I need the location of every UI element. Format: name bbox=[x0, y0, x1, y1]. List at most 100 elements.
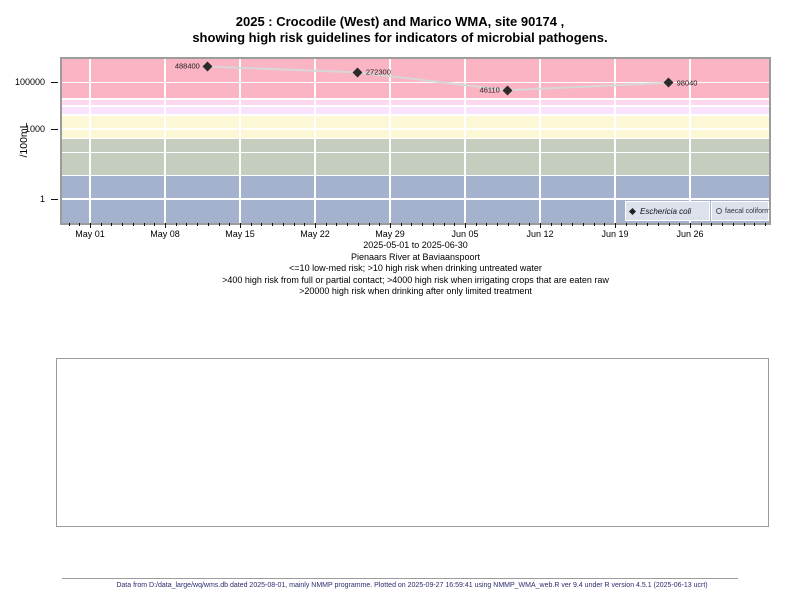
y-tick-mark bbox=[51, 82, 58, 83]
risk-band bbox=[62, 115, 769, 139]
risk-band bbox=[62, 138, 769, 176]
y-gridline bbox=[62, 198, 769, 200]
x-tick-minor bbox=[122, 223, 124, 226]
y-gridline bbox=[62, 128, 769, 130]
footer-divider bbox=[62, 578, 738, 579]
x-tick-minor bbox=[679, 223, 681, 226]
x-tick-minor bbox=[518, 223, 520, 226]
footer-note: Data from D:/data_large/wq/wms.db dated … bbox=[116, 582, 708, 589]
legend-item-ecoli: Eschericia coli bbox=[625, 201, 710, 221]
y-gridline bbox=[62, 114, 769, 116]
x-tick-minor bbox=[443, 223, 445, 226]
guideline-text-2: >400 high risk from full or partial cont… bbox=[222, 274, 609, 285]
x-tick-minor bbox=[561, 223, 563, 226]
x-tick-minor bbox=[625, 223, 627, 226]
x-tick-minor bbox=[572, 223, 574, 226]
x-gridline bbox=[539, 59, 541, 223]
x-tick-minor bbox=[550, 223, 552, 226]
y-gridline bbox=[62, 105, 769, 107]
x-tick-minor bbox=[229, 223, 231, 226]
guideline-text-1: <=10 low-med risk; >10 high risk when dr… bbox=[289, 263, 542, 273]
x-tick-major bbox=[90, 223, 91, 228]
data-point-label: 46110 bbox=[479, 85, 500, 95]
x-tick-label: May 08 bbox=[150, 229, 180, 239]
ecoli-diamond-icon bbox=[628, 207, 637, 215]
data-point-label: 98040 bbox=[676, 78, 698, 88]
x-tick-label: May 22 bbox=[300, 229, 330, 239]
x-gridline bbox=[389, 59, 391, 223]
chart-title-line2: showing high risk guidelines for indicat… bbox=[192, 30, 608, 45]
x-tick-minor bbox=[379, 223, 381, 226]
x-tick-minor bbox=[368, 223, 370, 226]
x-tick-label: May 29 bbox=[375, 229, 405, 239]
x-tick-minor bbox=[304, 223, 306, 226]
caption-block: 2025-05-01 to 2025-06-30 Pienaars River … bbox=[62, 240, 769, 298]
x-axis-title: 2025-05-01 to 2025-06-30 bbox=[363, 240, 468, 250]
x-gridline bbox=[614, 59, 616, 223]
x-tick-minor bbox=[486, 223, 488, 226]
risk-band bbox=[62, 105, 769, 116]
x-tick-minor bbox=[272, 223, 274, 226]
x-tick-minor bbox=[325, 223, 327, 226]
x-gridline bbox=[464, 59, 466, 223]
x-tick-minor bbox=[100, 223, 102, 226]
x-tick-minor bbox=[454, 223, 456, 226]
x-tick-minor bbox=[143, 223, 145, 226]
x-tick-minor bbox=[400, 223, 402, 226]
x-tick-minor bbox=[711, 223, 713, 226]
x-tick-minor bbox=[475, 223, 477, 226]
x-tick-minor bbox=[282, 223, 284, 226]
x-tick-major bbox=[615, 223, 616, 228]
x-tick-minor bbox=[432, 223, 434, 226]
x-tick-minor bbox=[132, 223, 134, 226]
guideline-text-3: >20000 high risk when drinking after onl… bbox=[299, 286, 532, 296]
x-tick-minor bbox=[207, 223, 209, 226]
x-tick-minor bbox=[593, 223, 595, 226]
x-tick-minor bbox=[743, 223, 745, 226]
x-gridline bbox=[239, 59, 241, 223]
x-tick-minor bbox=[357, 223, 359, 226]
legend-item-faecal: faecal coliforms bbox=[711, 201, 769, 221]
x-tick-major bbox=[540, 223, 541, 228]
x-tick-minor bbox=[79, 223, 81, 226]
x-tick-label: May 15 bbox=[225, 229, 255, 239]
x-tick-minor bbox=[422, 223, 424, 226]
x-tick-minor bbox=[754, 223, 756, 226]
x-tick-minor bbox=[336, 223, 338, 226]
x-tick-major bbox=[240, 223, 241, 228]
data-point-label: 488400 bbox=[174, 61, 200, 71]
x-gridline bbox=[89, 59, 91, 223]
x-tick-major bbox=[390, 223, 391, 228]
x-tick-label: Jun 26 bbox=[676, 229, 704, 239]
risk-band bbox=[62, 98, 769, 106]
x-tick-label: Jun 19 bbox=[601, 229, 629, 239]
x-tick-minor bbox=[197, 223, 199, 226]
y-gridline bbox=[62, 151, 769, 154]
y-gridline bbox=[62, 81, 769, 84]
x-tick-minor bbox=[154, 223, 156, 226]
y-tick-mark bbox=[51, 128, 58, 130]
x-tick-minor bbox=[507, 223, 509, 226]
x-tick-minor bbox=[497, 223, 499, 226]
x-gridline bbox=[164, 59, 166, 223]
x-tick-minor bbox=[582, 223, 584, 226]
x-gridline bbox=[314, 59, 316, 223]
faecal-circle-icon bbox=[716, 208, 722, 214]
x-tick-minor bbox=[700, 223, 702, 226]
data-point-label: 272300 bbox=[365, 67, 391, 77]
x-tick-minor bbox=[347, 223, 349, 226]
legend-label-faecal: faecal coliforms bbox=[725, 207, 771, 215]
x-tick-label: May 01 bbox=[75, 229, 105, 239]
x-tick-minor bbox=[765, 223, 766, 226]
chart-title-line1: 2025 : Crocodile (West) and Marico WMA, … bbox=[235, 14, 565, 29]
x-tick-minor bbox=[668, 223, 670, 226]
x-tick-minor bbox=[722, 223, 724, 226]
x-tick-major bbox=[165, 223, 166, 228]
x-tick-minor bbox=[529, 223, 531, 226]
x-tick-minor bbox=[732, 223, 734, 226]
y-gridline bbox=[62, 137, 769, 140]
y-tick-mark bbox=[51, 198, 58, 200]
y-gridline bbox=[62, 98, 769, 100]
x-tick-minor bbox=[175, 223, 177, 226]
